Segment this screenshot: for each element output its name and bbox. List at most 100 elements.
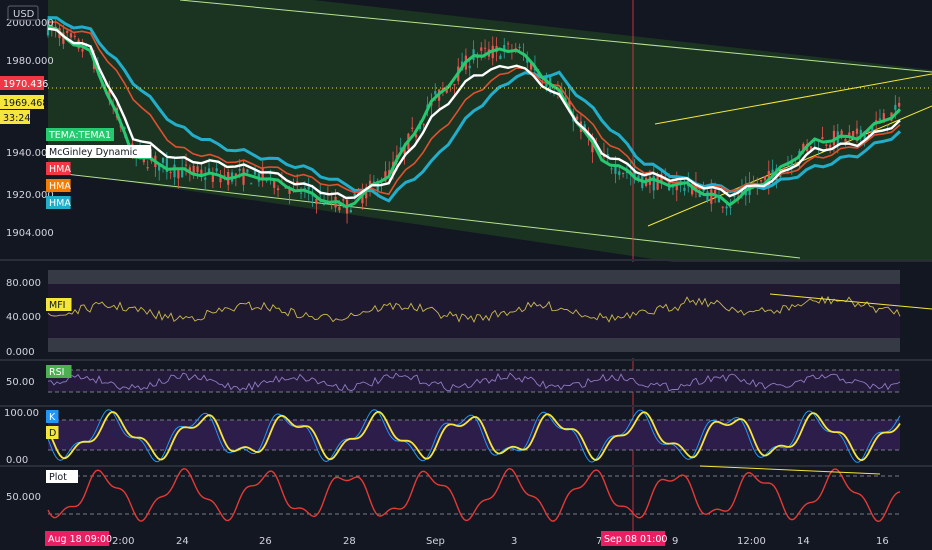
candle-body (123, 127, 126, 129)
pane-label-text: MFI (49, 300, 65, 311)
candle-body (434, 91, 437, 95)
legend-item-bg (46, 179, 71, 192)
pane-label-text: K (49, 412, 56, 423)
candle-body (859, 129, 862, 137)
candle-body (706, 191, 709, 202)
candle-body (898, 102, 901, 107)
candle-body (591, 141, 594, 153)
time-tick-label: 7 (596, 536, 602, 547)
candle-body (771, 169, 774, 176)
candle-body (575, 116, 579, 120)
candle-body (675, 181, 678, 191)
price-tick-label: 1980.000 (6, 56, 54, 67)
wedge-upper-line (654, 73, 932, 125)
candle-body (882, 113, 885, 123)
pane-label-text: RSI (49, 367, 64, 378)
pane-label-bg (46, 298, 72, 311)
candle-body (518, 46, 521, 49)
candle-body (165, 158, 168, 173)
last-price-tag (0, 76, 44, 90)
candle-body (717, 195, 721, 203)
candle-body (307, 186, 310, 190)
candle-body (411, 127, 414, 129)
candle-body (855, 128, 859, 134)
candle-body (384, 171, 387, 182)
candle-body (526, 57, 529, 63)
last-price-value: 1970.436 (3, 79, 48, 90)
time-axis-bg (0, 532, 932, 550)
stoch-d-line (47, 410, 901, 462)
candle-body (403, 144, 406, 155)
candle-body (453, 84, 456, 86)
mfi-upper-band (48, 270, 900, 284)
legend-item-label: HMA (49, 181, 71, 192)
candle-body (687, 177, 690, 187)
time-tick-label: 26 (259, 536, 272, 547)
candle-body (821, 137, 824, 139)
candle-body (108, 90, 111, 99)
candle-body (886, 124, 889, 126)
candle-body (238, 169, 241, 171)
currency-box (7, 5, 39, 21)
candle-body (273, 181, 276, 188)
price-tick-label: 1904.000 (6, 228, 54, 239)
candle-body (73, 35, 76, 37)
candle-body (361, 192, 364, 204)
time-tick-label: 12:00 (737, 536, 766, 547)
time-tick-label: 9 (672, 536, 678, 547)
currency-label: USD (13, 9, 35, 20)
candle-body (483, 47, 487, 49)
candle-body (809, 146, 813, 150)
candle-body (66, 30, 69, 33)
candle-body (775, 168, 778, 181)
legend-item-label: TEMA:TEMA1 (48, 130, 111, 141)
legend-item-bg (46, 128, 114, 141)
pane-label-bg (46, 426, 59, 439)
candle-body (894, 104, 897, 110)
legend-item-bg (46, 145, 152, 158)
legend-item-label: McGinley Dynamic (49, 147, 137, 158)
plot-line (47, 467, 901, 523)
candle-body (177, 170, 180, 179)
candle-body (852, 130, 855, 137)
candle-body (219, 177, 222, 183)
candle-body (878, 118, 882, 120)
mfi-tick-label: 80.000 (6, 278, 41, 289)
candle-body (311, 195, 314, 197)
candle-body (399, 147, 402, 151)
candle-body (81, 49, 84, 52)
time-tick-label: 28 (343, 536, 356, 547)
rsi-tick-label: 50.00 (6, 377, 35, 388)
rsi-line (47, 372, 901, 392)
time-tick-label: 2:00 (112, 536, 134, 547)
candle-body (196, 166, 199, 173)
channel-upper-line (179, 0, 932, 73)
pane-label-bg (46, 470, 78, 483)
pane-label-text: Plot (49, 472, 67, 483)
candle-body (246, 169, 249, 173)
candle-body (763, 176, 767, 180)
candle-body (161, 157, 165, 163)
countdown-tag (0, 110, 30, 124)
candle-body (322, 203, 326, 205)
candle-body (146, 167, 149, 169)
price-tick-label: 1940.000 (6, 148, 54, 159)
candle-body (372, 181, 375, 183)
candle-body (158, 163, 161, 171)
candle-body (242, 168, 245, 185)
candle-body (207, 168, 211, 173)
candle-body (794, 163, 797, 165)
mfi-line (47, 295, 901, 323)
candle-body (200, 169, 203, 177)
candle-body (503, 44, 506, 50)
start-time-badge-label: Aug 18 09:00 (48, 534, 112, 545)
candle-body (790, 161, 793, 169)
candle-body (691, 184, 694, 195)
mcginley-line (47, 27, 901, 200)
candle-body (729, 206, 732, 208)
candle-body (288, 188, 291, 194)
legend-item-bg (46, 162, 71, 175)
candle-body (414, 134, 418, 138)
candle-body (614, 164, 617, 174)
